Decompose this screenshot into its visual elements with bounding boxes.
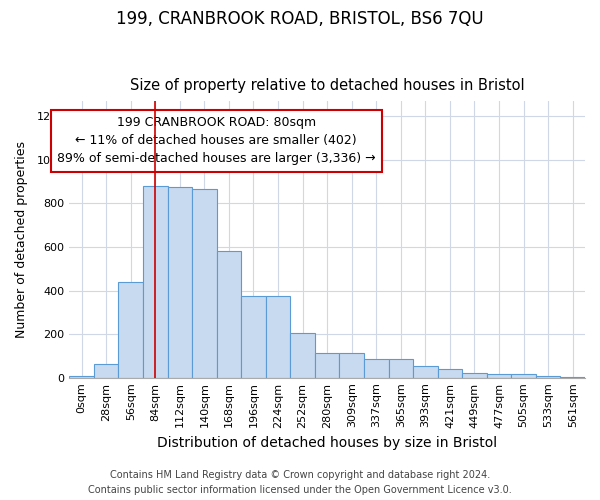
Bar <box>167 187 192 378</box>
Bar <box>70 376 94 378</box>
Bar <box>192 190 217 378</box>
Bar <box>266 296 290 378</box>
Bar <box>437 368 462 378</box>
Text: 199 CRANBROOK ROAD: 80sqm
← 11% of detached houses are smaller (402)
89% of semi: 199 CRANBROOK ROAD: 80sqm ← 11% of detac… <box>57 116 376 166</box>
Bar <box>389 359 413 378</box>
X-axis label: Distribution of detached houses by size in Bristol: Distribution of detached houses by size … <box>157 436 497 450</box>
Bar <box>560 376 585 378</box>
Bar <box>511 374 536 378</box>
Bar <box>241 296 266 378</box>
Bar <box>462 374 487 378</box>
Bar <box>315 352 340 378</box>
Text: 199, CRANBROOK ROAD, BRISTOL, BS6 7QU: 199, CRANBROOK ROAD, BRISTOL, BS6 7QU <box>116 10 484 28</box>
Bar <box>143 186 167 378</box>
Bar <box>118 282 143 378</box>
Y-axis label: Number of detached properties: Number of detached properties <box>15 141 28 338</box>
Bar <box>217 252 241 378</box>
Title: Size of property relative to detached houses in Bristol: Size of property relative to detached ho… <box>130 78 524 93</box>
Bar <box>536 376 560 378</box>
Bar <box>94 364 118 378</box>
Bar <box>340 352 364 378</box>
Bar <box>290 333 315 378</box>
Bar <box>413 366 437 378</box>
Text: Contains HM Land Registry data © Crown copyright and database right 2024.
Contai: Contains HM Land Registry data © Crown c… <box>88 470 512 495</box>
Bar <box>487 374 511 378</box>
Bar <box>364 359 389 378</box>
